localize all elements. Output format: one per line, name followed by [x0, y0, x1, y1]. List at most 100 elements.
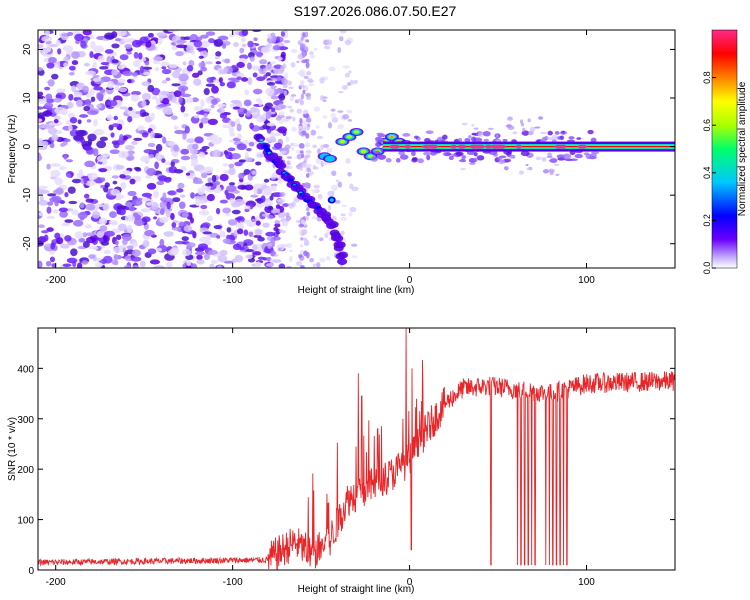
- noise-blob: [91, 210, 101, 219]
- noise-blob: [230, 99, 241, 104]
- noise-blob: [176, 188, 184, 193]
- cluster-blob: [471, 136, 477, 142]
- noise-blob: [195, 111, 205, 115]
- noise-blob: [299, 43, 306, 48]
- noise-blob: [312, 144, 318, 149]
- noise-blob: [234, 217, 244, 221]
- cluster-blob: [473, 127, 479, 130]
- noise-blob: [111, 43, 120, 49]
- noise-blob: [280, 31, 286, 37]
- noise-blob: [151, 95, 158, 100]
- noise-blob: [191, 263, 198, 268]
- noise-blob: [305, 117, 312, 123]
- noise-blob: [82, 241, 90, 248]
- noise-blob: [247, 40, 254, 48]
- noise-blob: [305, 207, 310, 212]
- noise-blob: [100, 184, 105, 189]
- noise-blob: [38, 211, 43, 217]
- noise-blob: [285, 136, 290, 143]
- noise-blob: [253, 183, 262, 189]
- noise-blob: [246, 147, 252, 152]
- noise-blob: [141, 100, 147, 108]
- noise-blob: [241, 77, 249, 82]
- noise-blob: [181, 236, 189, 242]
- noise-blob: [219, 173, 229, 182]
- noise-blob: [183, 225, 193, 233]
- cluster-blob: [430, 150, 437, 156]
- noise-blob: [38, 140, 45, 147]
- noise-blob: [154, 161, 160, 170]
- noise-blob: [209, 263, 215, 268]
- noise-blob: [277, 68, 285, 75]
- noise-blob: [292, 143, 299, 148]
- noise-blob: [206, 76, 215, 83]
- snr-y-tick-label: 400: [17, 364, 34, 375]
- noise-blob: [111, 59, 119, 64]
- noise-blob: [241, 30, 249, 37]
- noise-blob: [50, 242, 56, 250]
- noise-blob: [319, 95, 325, 101]
- noise-blob: [289, 95, 295, 102]
- noise-blob: [312, 164, 316, 170]
- noise-blob: [263, 178, 270, 183]
- noise-blob: [171, 222, 177, 228]
- noise-blob: [259, 59, 268, 65]
- noise-blob: [53, 97, 62, 103]
- noise-blob: [164, 207, 169, 214]
- cluster-blob: [476, 155, 485, 161]
- noise-blob: [281, 230, 286, 234]
- noise-blob: [299, 244, 304, 248]
- noise-blob: [231, 79, 240, 83]
- noise-blob: [87, 110, 98, 115]
- cluster-blob: [562, 153, 572, 159]
- noise-blob: [252, 88, 263, 95]
- snr-x-axis: -200 -100 0 100: [46, 328, 595, 588]
- noise-blob: [147, 84, 155, 93]
- noise-blob: [109, 149, 120, 155]
- track-blob: [333, 244, 344, 252]
- cluster-blob: [462, 155, 467, 159]
- noise-blob: [129, 178, 136, 185]
- cluster-blob: [553, 163, 560, 166]
- noise-blob: [84, 193, 90, 199]
- noise-blob: [255, 261, 262, 268]
- noise-blob: [230, 30, 236, 36]
- noise-blob: [228, 182, 236, 186]
- noise-blob: [288, 249, 294, 253]
- noise-blob: [57, 48, 62, 55]
- noise-blob: [223, 260, 234, 264]
- noise-blob: [180, 155, 191, 161]
- noise-blob: [245, 249, 255, 253]
- noise-blob: [238, 172, 245, 180]
- noise-blob: [341, 84, 348, 90]
- noise-blob: [256, 203, 264, 208]
- noise-blob: [199, 200, 206, 204]
- signal-peak: [554, 144, 564, 149]
- cluster-blob: [520, 122, 525, 127]
- noise-blob: [160, 61, 170, 67]
- noise-blob: [135, 111, 141, 115]
- cluster-blob: [503, 158, 512, 163]
- snr-y-tick-label: 0: [28, 566, 34, 577]
- cluster-blob: [502, 138, 508, 142]
- noise-blob: [308, 83, 314, 87]
- noise-blob: [313, 235, 317, 239]
- noise-blob: [138, 52, 143, 60]
- noise-blob: [260, 46, 271, 54]
- noise-blob: [178, 221, 186, 227]
- noise-blob: [192, 180, 204, 185]
- cluster-blob: [591, 151, 600, 155]
- noise-blob: [51, 73, 59, 80]
- noise-blob: [144, 229, 155, 237]
- noise-blob: [288, 86, 294, 90]
- noise-blob: [100, 61, 109, 66]
- noise-blob: [265, 87, 275, 96]
- noise-blob: [60, 143, 66, 147]
- noise-blob: [72, 219, 84, 227]
- noise-blob: [228, 167, 236, 176]
- noise-blob: [282, 63, 287, 69]
- noise-blob: [236, 143, 247, 151]
- noise-blob: [348, 70, 352, 74]
- noise-blob: [92, 61, 97, 70]
- noise-blob: [50, 163, 61, 168]
